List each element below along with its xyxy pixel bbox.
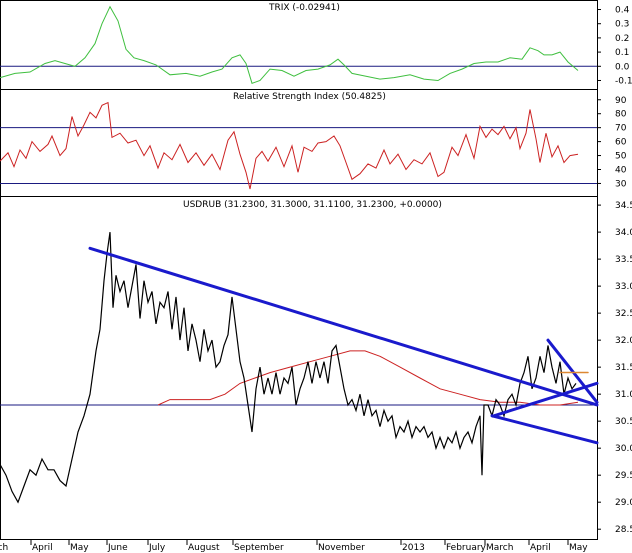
- x-tick-label: May: [70, 543, 89, 553]
- x-tick-label: April: [32, 543, 53, 553]
- y-tick-label: 30.0: [615, 444, 632, 454]
- y-tick-label: 50: [615, 152, 627, 162]
- y-tick-label: 0.2: [615, 34, 629, 44]
- y-tick-label: 0.0: [615, 62, 630, 72]
- x-tick-label: September: [234, 543, 284, 553]
- y-tick-label: 30: [615, 179, 627, 189]
- x-tick-label: August: [188, 543, 220, 553]
- y-tick-label: 31.5: [615, 363, 632, 373]
- rsi-line: [0, 101, 579, 190]
- y-tick-label: 0.1: [615, 48, 629, 58]
- y-tick-label: 34.0: [615, 228, 632, 238]
- trix-panel: [0, 0, 598, 90]
- y-tick-label: 90: [615, 96, 627, 106]
- x-tick-label: March: [486, 543, 513, 553]
- x-tick-label: June: [107, 543, 128, 553]
- trendline: [546, 338, 599, 404]
- usdrub-price-line: [0, 232, 577, 504]
- y-tick-label: 32.5: [615, 309, 632, 319]
- trix-line: [0, 5, 579, 84]
- trendline: [88, 246, 599, 407]
- y-tick-label: 0.3: [615, 20, 629, 30]
- x-tick-label: February: [446, 543, 487, 553]
- y-tick-label: -0.1: [615, 76, 632, 86]
- y-tick-label: 60: [615, 138, 627, 148]
- x-tick-label: May: [569, 543, 588, 553]
- y-tick-label: 33.0: [615, 282, 632, 292]
- x-tick-label: rch: [0, 543, 8, 553]
- y-tick-label: 0.4: [615, 6, 630, 16]
- trendline: [490, 414, 599, 445]
- x-tick-label: 2013: [402, 543, 425, 553]
- price-panel: [0, 196, 598, 540]
- y-tick-label: 80: [615, 110, 627, 120]
- y-tick-label: 33.5: [615, 255, 632, 265]
- y-tick-label: 31.0: [615, 390, 632, 400]
- price-title: USDRUB (31.2300, 31.3000, 31.1100, 31.23…: [183, 200, 442, 210]
- y-tick-label: 32.0: [615, 336, 632, 346]
- rsi-panel: [0, 89, 598, 197]
- y-tick-label: 34.5: [615, 201, 632, 211]
- rsi-title: Relative Strength Index (50.4825): [233, 92, 386, 102]
- y-tick-label: 30.5: [615, 417, 632, 427]
- trix-title: TRIX (-0.02941): [268, 3, 340, 13]
- y-tick-label: 40: [615, 166, 627, 176]
- x-tick-label: November: [318, 543, 365, 553]
- y-tick-label: 29.0: [615, 498, 632, 508]
- x-tick-label: April: [530, 543, 551, 553]
- y-tick-label: 70: [615, 124, 627, 134]
- moving-average-line: [157, 350, 579, 406]
- y-tick-label: 29.5: [615, 471, 632, 481]
- y-tick-label: 28.5: [615, 525, 632, 535]
- x-tick-label: July: [148, 543, 166, 553]
- trendline: [492, 381, 599, 418]
